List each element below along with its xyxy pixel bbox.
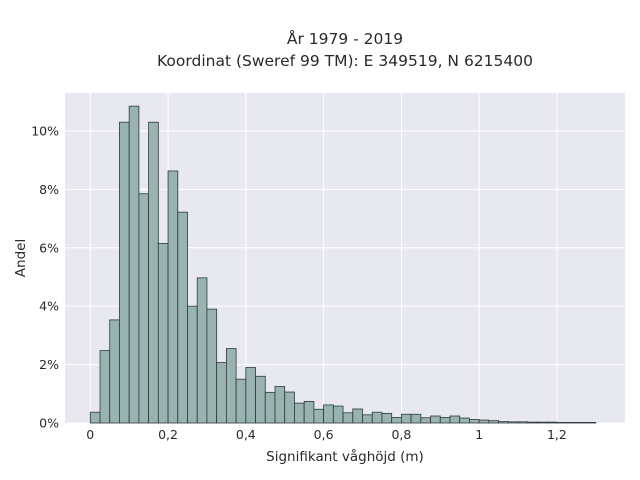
x-tick-label: 1,2	[547, 427, 567, 442]
histogram-bar	[488, 420, 500, 424]
histogram-bar	[430, 415, 441, 424]
histogram-bars	[89, 105, 597, 424]
histogram-bar	[585, 422, 597, 424]
histogram-bar	[332, 405, 344, 424]
x-tick-label: 0,8	[391, 427, 411, 442]
y-tick-label: 6%	[39, 240, 59, 255]
histogram-bar	[449, 415, 461, 424]
histogram-bar	[342, 412, 354, 424]
histogram-bar	[391, 417, 402, 424]
y-tick-label: 4%	[39, 299, 59, 314]
histogram-bar	[196, 277, 208, 424]
histogram-bar	[264, 391, 276, 424]
histogram-bar	[216, 362, 227, 424]
histogram-bar	[99, 350, 111, 424]
x-tick-label: 0,2	[158, 427, 178, 442]
x-tick-label: 0,6	[314, 427, 334, 442]
histogram-bar	[478, 419, 490, 424]
histogram-bar	[469, 419, 480, 424]
histogram-bar	[255, 375, 266, 424]
histogram-bar	[498, 421, 509, 424]
histogram-bar	[507, 421, 519, 424]
histogram-bar	[138, 193, 150, 424]
histogram-bar	[245, 367, 256, 424]
y-tick-label: 8%	[39, 182, 59, 197]
histogram-bar	[157, 242, 169, 424]
y-tick-label: 2%	[39, 357, 59, 372]
histogram-bar	[148, 121, 159, 424]
histogram-bar	[410, 413, 422, 424]
chart-title-line-1: År 1979 - 2019	[287, 29, 403, 48]
histogram-bar	[439, 417, 451, 424]
histogram-bar	[89, 411, 101, 424]
x-axis-ticks: 0 0,2 0,4 0,6 0,8 1 1,2	[86, 427, 567, 442]
histogram-bar	[400, 413, 412, 424]
x-tick-label: 0	[86, 427, 94, 442]
histogram-bar	[323, 404, 334, 424]
y-axis-label: Andel	[13, 239, 29, 277]
histogram-bar	[109, 319, 120, 424]
chart-title: År 1979 - 2019 Koordinat (Sweref 99 TM):…	[157, 29, 533, 70]
y-axis-ticks: 0% 2% 4% 6% 8% 10%	[31, 123, 59, 430]
histogram-bar	[556, 422, 568, 424]
histogram-bar	[303, 400, 315, 424]
histogram-bar	[167, 170, 179, 424]
histogram-bar	[527, 421, 538, 424]
histogram-bar	[206, 308, 218, 424]
histogram-bar	[235, 378, 247, 424]
x-axis-label: Signifikant våghöjd (m)	[266, 448, 424, 465]
chart-title-line-2: Koordinat (Sweref 99 TM): E 349519, N 62…	[157, 52, 533, 70]
histogram-bar	[128, 105, 140, 424]
histogram-bar	[537, 421, 548, 424]
histogram-bar	[274, 386, 286, 424]
histogram-bar	[177, 211, 188, 424]
histogram-bar	[294, 402, 305, 424]
histogram-bar	[575, 422, 587, 424]
histogram-bar	[517, 421, 529, 424]
histogram-bar	[313, 408, 325, 424]
histogram-bar	[187, 305, 198, 424]
histogram-bar	[546, 421, 558, 424]
histogram-bar	[566, 422, 577, 424]
histogram-bar	[420, 417, 431, 424]
histogram-bar	[225, 348, 237, 424]
histogram-bar	[352, 408, 363, 424]
x-tick-label: 0,4	[236, 427, 256, 442]
y-tick-label: 0%	[39, 416, 59, 431]
histogram-bar	[362, 414, 373, 424]
histogram-bar	[119, 121, 130, 424]
histogram-bar	[459, 417, 470, 424]
histogram-bar	[284, 391, 295, 424]
y-tick-label: 10%	[31, 123, 59, 138]
histogram-bar	[371, 411, 383, 424]
x-tick-label: 1	[475, 427, 483, 442]
histogram-bar	[381, 412, 393, 424]
